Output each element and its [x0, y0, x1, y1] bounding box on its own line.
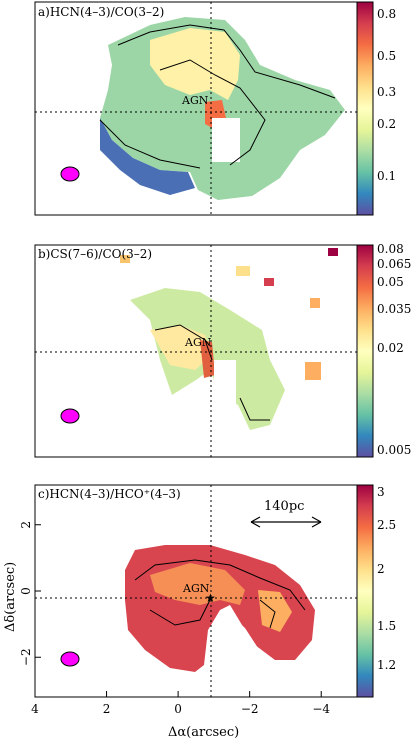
panel-a-hole	[212, 118, 240, 162]
panel-b-cb-label-5: 0.005	[377, 443, 411, 457]
panel-a-contour-3	[99, 119, 201, 169]
panel-c: ★ c)HCN(4–3)/HCO⁺(4–3) AGN 140pc 3 2.5 2…	[3, 484, 396, 739]
panel-a-cb-label-3: 0.2	[377, 117, 396, 131]
y-tick-label: 2	[19, 521, 33, 529]
panel-c-region-east	[258, 590, 292, 632]
panel-a: a)HCN(4–3)/CO(3–2) AGN 0.8 0.5 0.3 0.2 0…	[34, 1, 396, 216]
y-tick-label: −2	[19, 648, 33, 666]
panel-b-blob-3	[264, 278, 274, 286]
panel-b-blob-5	[328, 248, 338, 256]
panel-b-colorbar-ticks: 0.08 0.065 0.05 0.035 0.02 0.005	[377, 242, 411, 457]
panel-b-blob-6	[305, 362, 321, 380]
panel-a-cb-label-4: 0.1	[377, 169, 396, 183]
panel-b-cb-label-3: 0.035	[377, 302, 411, 316]
panel-c-scalebar-label: 140pc	[264, 499, 304, 514]
panel-a-agn-label: AGN	[181, 94, 209, 107]
panel-c-axis-ticks: 4 2 0 −2 −4 2 0 −2	[19, 521, 330, 716]
panel-a-region-high	[150, 28, 240, 100]
panel-a-region-low	[100, 118, 195, 195]
panel-a-cb-label-1: 0.5	[377, 49, 396, 63]
y-axis-label: Δδ(arcsec)	[3, 562, 18, 632]
x-tick-label: −2	[241, 702, 259, 716]
panel-c-hole	[220, 612, 258, 662]
panel-c-cb-label-3: 1.5	[377, 619, 396, 633]
panel-c-agn-label: AGN	[182, 582, 210, 595]
panel-a-beam	[60, 166, 80, 182]
panel-c-contour-2	[149, 599, 211, 626]
panel-c-cb-label-0: 3	[377, 485, 385, 499]
panel-b-beam	[60, 408, 80, 424]
panel-a-colorbar-ticks: 0.8 0.5 0.3 0.2 0.1	[377, 7, 396, 183]
panel-b-label: b)CS(7–6)/CO(3–2)	[38, 247, 152, 261]
x-tick-label: 4	[31, 702, 39, 716]
panel-c-contour-1	[134, 559, 306, 611]
panel-b: b)CS(7–6)/CO(3–2) AGN 0.08 0.065 0.05 0.…	[34, 242, 411, 458]
panel-c-colorbar-ticks: 3 2.5 2 1.5 1.2	[377, 485, 396, 672]
panel-b-hole	[214, 360, 236, 410]
panel-c-region-inner	[150, 563, 245, 605]
panel-a-label: a)HCN(4–3)/CO(3–2)	[38, 5, 164, 19]
x-tick-label: −4	[312, 702, 330, 716]
panel-b-agn-label: AGN	[184, 336, 212, 349]
panel-c-agn-marker: ★	[205, 591, 216, 605]
panel-b-region-high	[150, 325, 212, 370]
panel-a-emission	[99, 17, 345, 200]
panel-b-contour-1	[154, 324, 213, 361]
panel-c-colorbar	[356, 484, 374, 698]
panel-c-scalebar: 140pc	[250, 499, 322, 528]
y-tick-label: 0	[19, 587, 33, 595]
x-tick-label: 0	[174, 702, 182, 716]
panel-c-cb-label-4: 1.2	[377, 658, 396, 672]
panel-b-cb-label-2: 0.05	[377, 275, 404, 289]
panel-c-label: c)HCN(4–3)/HCO⁺(4–3)	[38, 487, 181, 501]
panel-b-cb-label-1: 0.065	[377, 257, 411, 271]
panel-b-region-peak	[200, 340, 215, 378]
x-axis-label: Δα(arcsec)	[168, 725, 239, 739]
panel-c-emission	[125, 545, 315, 672]
panel-b-emission	[120, 248, 338, 430]
panel-a-contour-1	[117, 24, 336, 99]
panel-a-cb-label-0: 0.8	[377, 7, 396, 21]
panel-b-blob-4	[310, 298, 320, 308]
panel-b-blob-1	[120, 255, 130, 263]
panel-c-contour-3	[259, 599, 276, 629]
panel-b-contour-2	[239, 397, 270, 421]
panel-b-colorbar	[356, 244, 374, 458]
x-tick-label: 2	[103, 702, 111, 716]
panel-a-contour-2	[159, 59, 266, 166]
panel-c-cb-label-1: 2.5	[377, 518, 396, 532]
panel-a-colorbar	[356, 1, 374, 216]
panel-b-cb-label-4: 0.02	[377, 341, 404, 355]
panel-c-beam	[60, 651, 80, 667]
panel-b-blob-2	[236, 266, 250, 276]
panel-a-cb-label-2: 0.3	[377, 85, 396, 99]
panel-c-cb-label-2: 2	[377, 562, 385, 576]
panel-b-cb-label-0: 0.08	[377, 242, 404, 256]
